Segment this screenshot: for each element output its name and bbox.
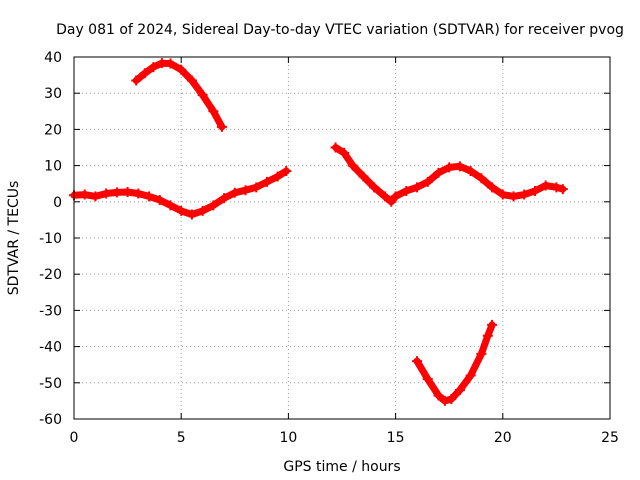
data-point bbox=[487, 319, 498, 330]
data-point bbox=[433, 390, 444, 401]
data-point bbox=[197, 90, 208, 101]
y-axis-ticks: 40 30 20 10 0 -10 -20 -30 -40 -50 -60 bbox=[39, 50, 610, 428]
data-point bbox=[508, 191, 519, 202]
x-axis-ticks: 0 5 10 15 20 25 bbox=[70, 57, 619, 446]
y-axis-label: SDTVAR / TECUs bbox=[6, 181, 22, 296]
x-tick-label: 15 bbox=[387, 430, 405, 446]
data-point bbox=[422, 176, 433, 187]
series-band bbox=[413, 321, 496, 405]
data-point bbox=[208, 200, 219, 211]
y-tick-label: -60 bbox=[39, 412, 62, 428]
y-tick-label: -40 bbox=[39, 340, 62, 356]
data-point bbox=[176, 64, 187, 75]
data-point bbox=[412, 182, 423, 193]
data-point bbox=[330, 142, 341, 153]
data-point bbox=[219, 193, 230, 204]
data-point bbox=[401, 185, 412, 196]
y-tick-label: 10 bbox=[44, 159, 62, 175]
data-point bbox=[529, 185, 540, 196]
x-tick-label: 10 bbox=[279, 430, 297, 446]
data-point bbox=[519, 189, 530, 200]
x-tick-label: 0 bbox=[70, 430, 79, 446]
data-point bbox=[433, 167, 444, 178]
x-tick-label: 20 bbox=[494, 430, 512, 446]
data-point bbox=[156, 58, 167, 69]
data-point bbox=[446, 394, 457, 405]
data-point bbox=[476, 173, 487, 184]
data-point bbox=[154, 194, 165, 205]
data-point bbox=[465, 166, 476, 177]
data-point bbox=[551, 182, 562, 193]
data-point bbox=[476, 348, 487, 359]
data-point bbox=[369, 182, 380, 193]
data-point bbox=[131, 75, 142, 86]
y-tick-label: -10 bbox=[39, 231, 62, 247]
series-arc-4 bbox=[412, 319, 498, 406]
data-point bbox=[339, 147, 350, 158]
data-point bbox=[386, 196, 397, 207]
x-tick-label: 25 bbox=[601, 430, 619, 446]
data-point bbox=[111, 187, 122, 198]
y-tick-label: -30 bbox=[39, 303, 62, 319]
data-point bbox=[229, 187, 240, 198]
x-axis-label: GPS time / hours bbox=[283, 459, 400, 475]
data-point bbox=[272, 171, 283, 182]
data-point bbox=[281, 166, 292, 177]
data-point bbox=[186, 75, 197, 86]
y-tick-label: -20 bbox=[39, 267, 62, 283]
data-point bbox=[465, 370, 476, 381]
data-point bbox=[79, 189, 90, 200]
data-point bbox=[358, 171, 369, 182]
data-point bbox=[261, 176, 272, 187]
data-point bbox=[422, 374, 433, 385]
data-point bbox=[540, 180, 551, 191]
data-point bbox=[390, 191, 401, 202]
data-point bbox=[148, 62, 159, 73]
data-point bbox=[240, 185, 251, 196]
data-point bbox=[197, 205, 208, 216]
data-point bbox=[487, 182, 498, 193]
data-point bbox=[133, 188, 144, 199]
y-tick-label: 40 bbox=[44, 50, 62, 66]
data-series bbox=[69, 58, 568, 406]
data-point bbox=[482, 330, 493, 341]
series-arc-3 bbox=[330, 142, 568, 207]
series-arc-2 bbox=[131, 58, 227, 132]
data-point bbox=[379, 191, 390, 202]
data-point bbox=[557, 184, 568, 195]
data-point bbox=[165, 58, 176, 69]
data-point bbox=[139, 68, 150, 79]
data-point bbox=[144, 191, 155, 202]
data-point bbox=[251, 182, 262, 193]
grid bbox=[74, 57, 610, 419]
data-point bbox=[497, 189, 508, 200]
y-tick-label: -50 bbox=[39, 376, 62, 392]
data-point bbox=[444, 162, 455, 173]
data-point bbox=[412, 356, 423, 367]
data-point bbox=[454, 385, 465, 396]
data-point bbox=[208, 106, 219, 117]
data-point bbox=[347, 160, 358, 171]
data-point bbox=[454, 161, 465, 172]
data-point bbox=[90, 191, 101, 202]
y-tick-label: 30 bbox=[44, 86, 62, 102]
x-tick-label: 5 bbox=[177, 430, 186, 446]
data-point bbox=[165, 200, 176, 211]
y-tick-label: 20 bbox=[44, 122, 62, 138]
y-tick-label: 0 bbox=[53, 195, 62, 211]
series-arc-1 bbox=[69, 166, 292, 220]
data-point bbox=[216, 121, 227, 132]
data-point bbox=[122, 187, 133, 198]
data-point bbox=[186, 209, 197, 220]
data-point bbox=[439, 395, 450, 406]
chart-title: Day 081 of 2024, Sidereal Day-to-day VTE… bbox=[56, 22, 624, 38]
series-band bbox=[132, 59, 226, 131]
data-point bbox=[101, 188, 112, 199]
data-point bbox=[176, 205, 187, 216]
